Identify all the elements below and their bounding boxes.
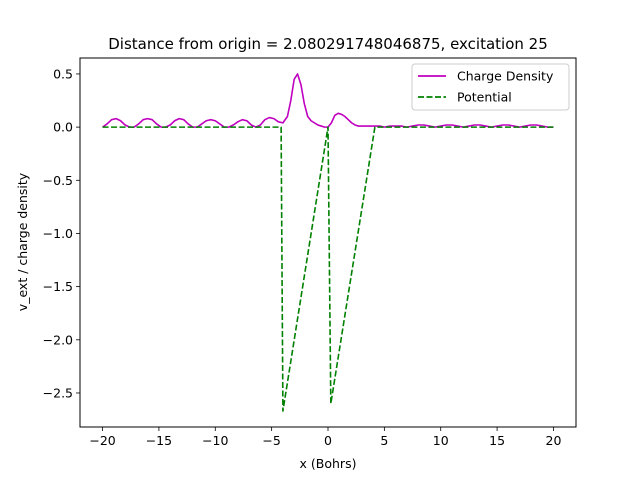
x-tick-label: −10 bbox=[202, 433, 228, 448]
x-tick-label: 0 bbox=[324, 433, 332, 448]
legend: Charge Density Potential bbox=[411, 63, 570, 111]
chart-title: Distance from origin = 2.080291748046875… bbox=[108, 35, 548, 53]
series-line-charge-density bbox=[102, 73, 554, 128]
x-tick-label: 5 bbox=[380, 433, 388, 448]
y-tick-label: −2.0 bbox=[43, 332, 73, 347]
y-axis-label: v_ext / charge density bbox=[15, 172, 30, 311]
x-tick-label: −20 bbox=[89, 433, 115, 448]
y-tick-label: −0.5 bbox=[43, 173, 73, 188]
x-tick-label: −5 bbox=[262, 433, 280, 448]
x-tick-label: 15 bbox=[489, 433, 505, 448]
y-tick-label: 0.0 bbox=[53, 120, 73, 135]
x-tick-label: 10 bbox=[433, 433, 449, 448]
y-tick-label: −1.0 bbox=[43, 226, 73, 241]
series-line-potential bbox=[102, 126, 554, 412]
legend-label-charge-density: Charge Density bbox=[457, 69, 554, 84]
plot-series bbox=[102, 73, 554, 412]
legend-box bbox=[411, 63, 570, 111]
x-axis-ticks: −20 −15 −10 −5 0 5 10 15 20 bbox=[89, 427, 561, 448]
y-tick-label: 0.5 bbox=[53, 66, 73, 81]
legend-label-potential: Potential bbox=[457, 90, 512, 105]
x-tick-label: 20 bbox=[546, 433, 562, 448]
y-tick-label: −2.5 bbox=[43, 385, 73, 400]
y-axis-ticks: 0.5 0.0 −0.5 −1.0 −1.5 −2.0 −2.5 bbox=[43, 66, 80, 400]
x-tick-label: −15 bbox=[146, 433, 172, 448]
x-axis-label: x (Bohrs) bbox=[300, 456, 357, 471]
y-tick-label: −1.5 bbox=[43, 279, 73, 294]
